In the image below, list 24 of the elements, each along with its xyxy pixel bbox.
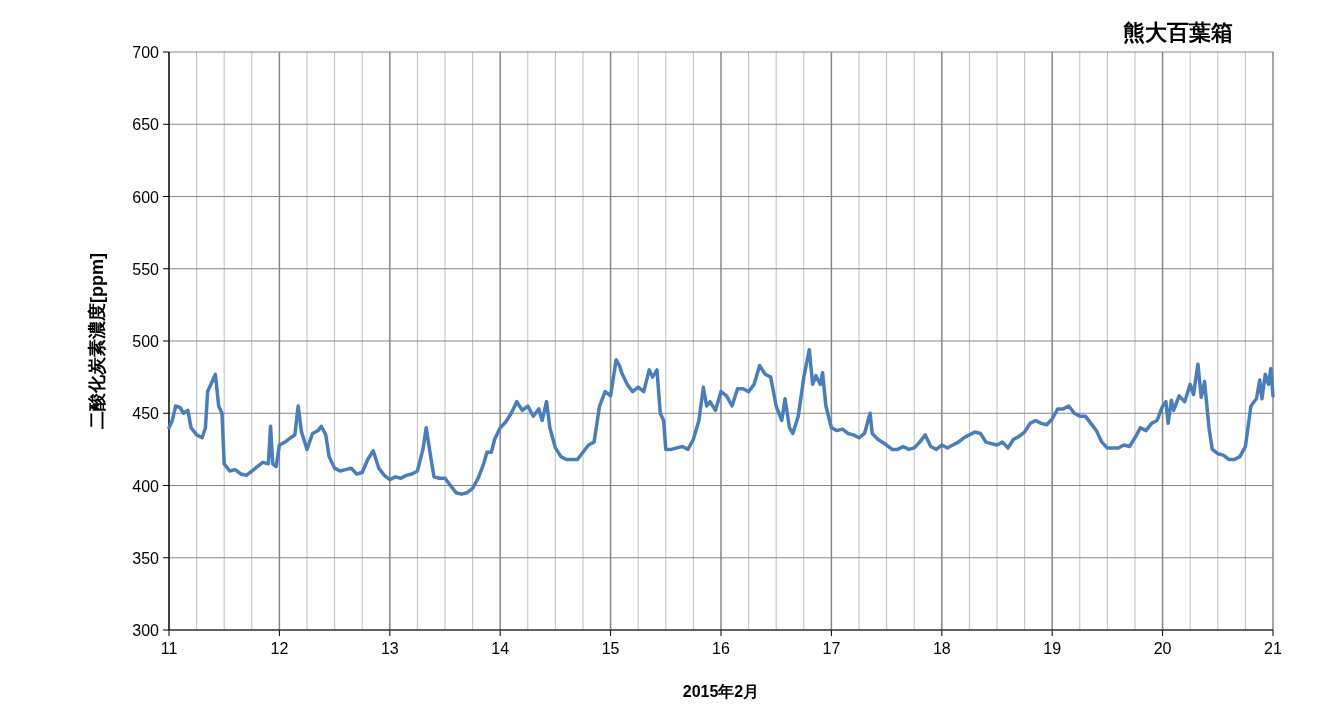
y-tick-label: 450 <box>132 405 160 423</box>
y-tick-label: 650 <box>132 116 160 134</box>
y-tick-label: 550 <box>132 260 160 278</box>
chart-title: 熊大百葉箱 <box>1123 20 1233 45</box>
y-tick-label: 300 <box>132 622 160 639</box>
y-tick-label: 400 <box>132 477 160 495</box>
x-tick-label: 20 <box>1153 640 1172 657</box>
x-tick-label: 19 <box>1043 640 1062 657</box>
line-series <box>167 347 1275 496</box>
x-tick-label: 15 <box>601 640 620 657</box>
x-tick-label: 12 <box>270 640 289 657</box>
x-tick-label: 21 <box>1264 640 1282 657</box>
y-tick-label: 350 <box>132 549 160 567</box>
x-tick-label: 17 <box>822 640 841 657</box>
y-tick-label: 600 <box>132 188 160 206</box>
x-tick-label: 16 <box>712 640 730 657</box>
x-tick-label: 14 <box>491 640 510 657</box>
x-tick-label: 11 <box>160 640 178 657</box>
y-tick-label: 700 <box>132 44 160 61</box>
x-tick-label: 13 <box>380 640 399 657</box>
x-axis-title: 2015年2月 <box>682 683 760 700</box>
y-tick-label: 500 <box>132 333 160 350</box>
x-tick-label: 18 <box>932 640 951 657</box>
y-axis-title: 二酸化炭素濃度[ppm] <box>87 253 107 429</box>
